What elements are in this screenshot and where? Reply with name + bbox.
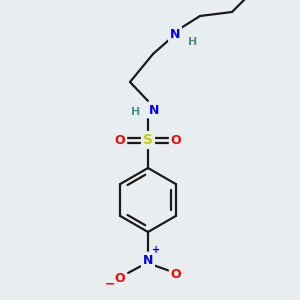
Text: H: H: [188, 37, 198, 47]
Text: S: S: [143, 133, 153, 147]
Text: −: −: [105, 278, 115, 290]
Text: +: +: [152, 245, 160, 255]
Text: O: O: [115, 134, 125, 146]
Text: O: O: [171, 134, 181, 146]
Text: O: O: [171, 268, 181, 281]
Text: N: N: [170, 28, 180, 40]
Text: O: O: [115, 272, 125, 284]
Text: N: N: [143, 254, 153, 266]
Text: H: H: [131, 107, 141, 117]
Text: N: N: [149, 103, 159, 116]
